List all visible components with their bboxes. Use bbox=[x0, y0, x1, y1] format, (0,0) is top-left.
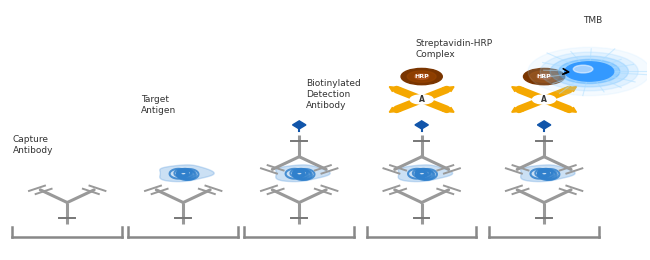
Polygon shape bbox=[565, 108, 577, 112]
Polygon shape bbox=[160, 165, 215, 182]
Polygon shape bbox=[512, 108, 523, 112]
Polygon shape bbox=[512, 87, 523, 91]
Text: Biotinylated
Detection
Antibody: Biotinylated Detection Antibody bbox=[306, 79, 360, 110]
Polygon shape bbox=[538, 121, 551, 129]
Text: Capture
Antibody: Capture Antibody bbox=[12, 135, 53, 155]
Circle shape bbox=[415, 74, 429, 79]
Circle shape bbox=[401, 68, 442, 85]
Polygon shape bbox=[443, 87, 454, 91]
Text: A: A bbox=[419, 95, 424, 104]
Circle shape bbox=[410, 95, 434, 104]
Polygon shape bbox=[443, 108, 454, 112]
Circle shape bbox=[532, 95, 556, 104]
Polygon shape bbox=[521, 165, 575, 182]
Text: Streptavidin-HRP
Complex: Streptavidin-HRP Complex bbox=[415, 38, 492, 58]
Text: Target
Antigen: Target Antigen bbox=[141, 94, 177, 115]
Text: A: A bbox=[541, 95, 547, 104]
Circle shape bbox=[540, 52, 638, 91]
Polygon shape bbox=[292, 121, 306, 129]
Circle shape bbox=[537, 74, 551, 79]
Circle shape bbox=[530, 71, 558, 82]
Polygon shape bbox=[415, 121, 428, 129]
Polygon shape bbox=[398, 165, 452, 182]
Circle shape bbox=[573, 65, 593, 73]
Circle shape bbox=[528, 47, 650, 96]
Circle shape bbox=[558, 59, 620, 83]
Circle shape bbox=[523, 68, 565, 85]
Polygon shape bbox=[389, 87, 401, 91]
Circle shape bbox=[565, 62, 614, 81]
Circle shape bbox=[550, 56, 629, 87]
Circle shape bbox=[408, 71, 436, 82]
Text: HRP: HRP bbox=[414, 74, 429, 79]
Polygon shape bbox=[565, 87, 577, 91]
Polygon shape bbox=[389, 108, 401, 112]
Text: TMB: TMB bbox=[583, 16, 602, 25]
Text: HRP: HRP bbox=[537, 74, 551, 79]
Polygon shape bbox=[276, 165, 330, 182]
